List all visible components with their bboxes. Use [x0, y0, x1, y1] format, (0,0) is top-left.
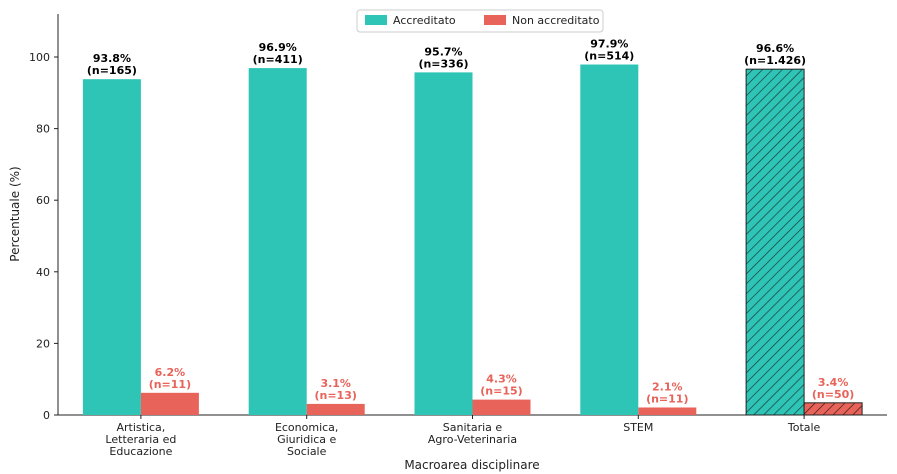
bar-value-label: 96.9%: [259, 41, 297, 54]
y-tick-label: 60: [36, 194, 50, 207]
y-tick-label: 40: [36, 266, 50, 279]
bar-non-accreditato: [638, 407, 697, 415]
bars: [82, 64, 863, 416]
y-axis-label: Percentuale (%): [8, 166, 22, 261]
bar-count-label: (n=336): [418, 57, 468, 70]
bar-count-label: (n=50): [812, 388, 854, 401]
bar-count-label: (n=514): [584, 50, 634, 63]
x-tick-label: Sociale: [287, 445, 327, 458]
x-tick-label: STEM: [623, 421, 653, 434]
bar-count-label: (n=15): [480, 385, 522, 398]
bar-count-label: (n=1.426): [744, 54, 806, 67]
bar-non-accreditato: [472, 399, 531, 415]
y-tick-label: 0: [43, 409, 50, 422]
bar-value-label: 95.7%: [424, 45, 462, 58]
legend-label-accreditato: Accreditato: [393, 14, 456, 27]
bar-accreditato: [82, 79, 141, 416]
y-tick-label: 100: [29, 51, 50, 64]
bar-count-label: (n=11): [149, 378, 191, 391]
y-tick-label: 80: [36, 123, 50, 136]
x-tick-label: Sanitaria e: [443, 421, 503, 434]
legend-swatch-accreditato: [365, 15, 387, 25]
legend-frame: [356, 9, 604, 33]
legend: Accreditato Non accreditato: [356, 9, 604, 33]
bar-value-label: 3.4%: [818, 376, 849, 389]
bar-labels: 93.8%(n=165)6.2%(n=11)96.9%(n=411)3.1%(n…: [87, 38, 854, 406]
legend-swatch-non-accreditato: [484, 15, 506, 25]
bar-accreditato: [580, 64, 639, 415]
x-axis-label: Macroarea disciplinare: [404, 458, 539, 472]
bar-accreditato: [414, 72, 473, 416]
x-tick-label: Artistica,: [116, 421, 165, 434]
x-tick-label: Giuridica e: [277, 433, 336, 446]
bar-value-label: 3.1%: [320, 377, 351, 390]
bar-accreditato: [745, 68, 805, 416]
bar-accreditato: [248, 68, 307, 416]
y-ticks: 0 20 40 60 80 100: [29, 51, 58, 422]
bar-value-label: 6.2%: [155, 366, 186, 379]
bar-value-label: 4.3%: [486, 373, 517, 386]
x-tick-label: Totale: [787, 421, 821, 434]
bar-count-label: (n=411): [253, 53, 303, 66]
x-tick-label: Economica,: [275, 421, 339, 434]
bar-non-accreditato: [306, 403, 365, 415]
x-tick-label: Agro-Veterinaria: [428, 433, 517, 446]
x-tick-label: Educazione: [109, 445, 172, 458]
bar-non-accreditato: [803, 402, 863, 416]
x-tick-label: Letteraria ed: [105, 433, 176, 446]
bar-value-label: 96.6%: [756, 42, 794, 55]
bar-value-label: 93.8%: [93, 52, 131, 65]
bar-value-label: 97.9%: [590, 38, 628, 51]
bar-count-label: (n=11): [646, 392, 688, 405]
bar-count-label: (n=13): [314, 389, 356, 402]
bar-non-accreditato: [140, 392, 199, 415]
bar-count-label: (n=165): [87, 64, 137, 77]
bar-value-label: 2.1%: [652, 380, 683, 393]
legend-label-non-accreditato: Non accreditato: [512, 14, 600, 27]
y-tick-label: 20: [36, 337, 50, 350]
